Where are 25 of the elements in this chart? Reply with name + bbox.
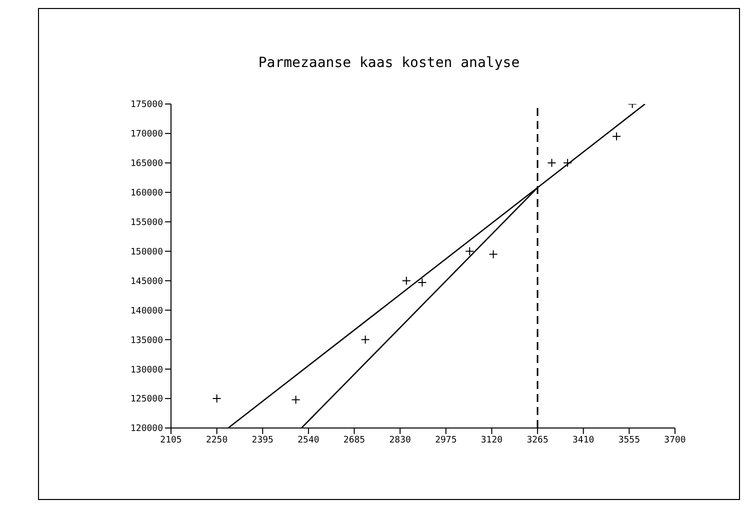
y-tick-label: 140000 bbox=[130, 306, 163, 316]
y-tick-label: 150000 bbox=[130, 247, 163, 258]
x-tick-label: 2250 bbox=[206, 435, 228, 446]
x-tick-label: 3265 bbox=[526, 435, 548, 446]
y-tick-label: 130000 bbox=[130, 365, 163, 376]
y-tick-label: 170000 bbox=[130, 130, 163, 140]
x-tick-label: 2540 bbox=[298, 435, 320, 446]
y-tick-label: 155000 bbox=[130, 218, 163, 228]
x-tick-label: 2830 bbox=[389, 435, 411, 446]
y-tick-label: 160000 bbox=[130, 188, 163, 199]
chart-title: Parmezaanse kaas kosten analyse bbox=[257, 55, 521, 71]
y-tick-label: 125000 bbox=[130, 394, 163, 405]
x-tick-label: 3410 bbox=[572, 435, 594, 446]
x-tick-label: 3700 bbox=[664, 435, 686, 446]
x-tick-label: 2685 bbox=[343, 435, 366, 446]
x-tick-label: 2395 bbox=[252, 435, 274, 446]
y-tick-label: 145000 bbox=[130, 276, 163, 287]
y-tick-label: 135000 bbox=[130, 336, 163, 346]
y-tick-label: 175000 bbox=[130, 100, 163, 110]
x-tick-label: 2975 bbox=[435, 435, 457, 446]
x-tick-label: 3120 bbox=[480, 435, 503, 446]
y-tick-label: 165000 bbox=[130, 159, 163, 170]
x-tick-label: 3555 bbox=[618, 435, 640, 446]
y-tick-label: 120000 bbox=[130, 424, 163, 434]
x-tick-label: 2105 bbox=[160, 435, 182, 446]
